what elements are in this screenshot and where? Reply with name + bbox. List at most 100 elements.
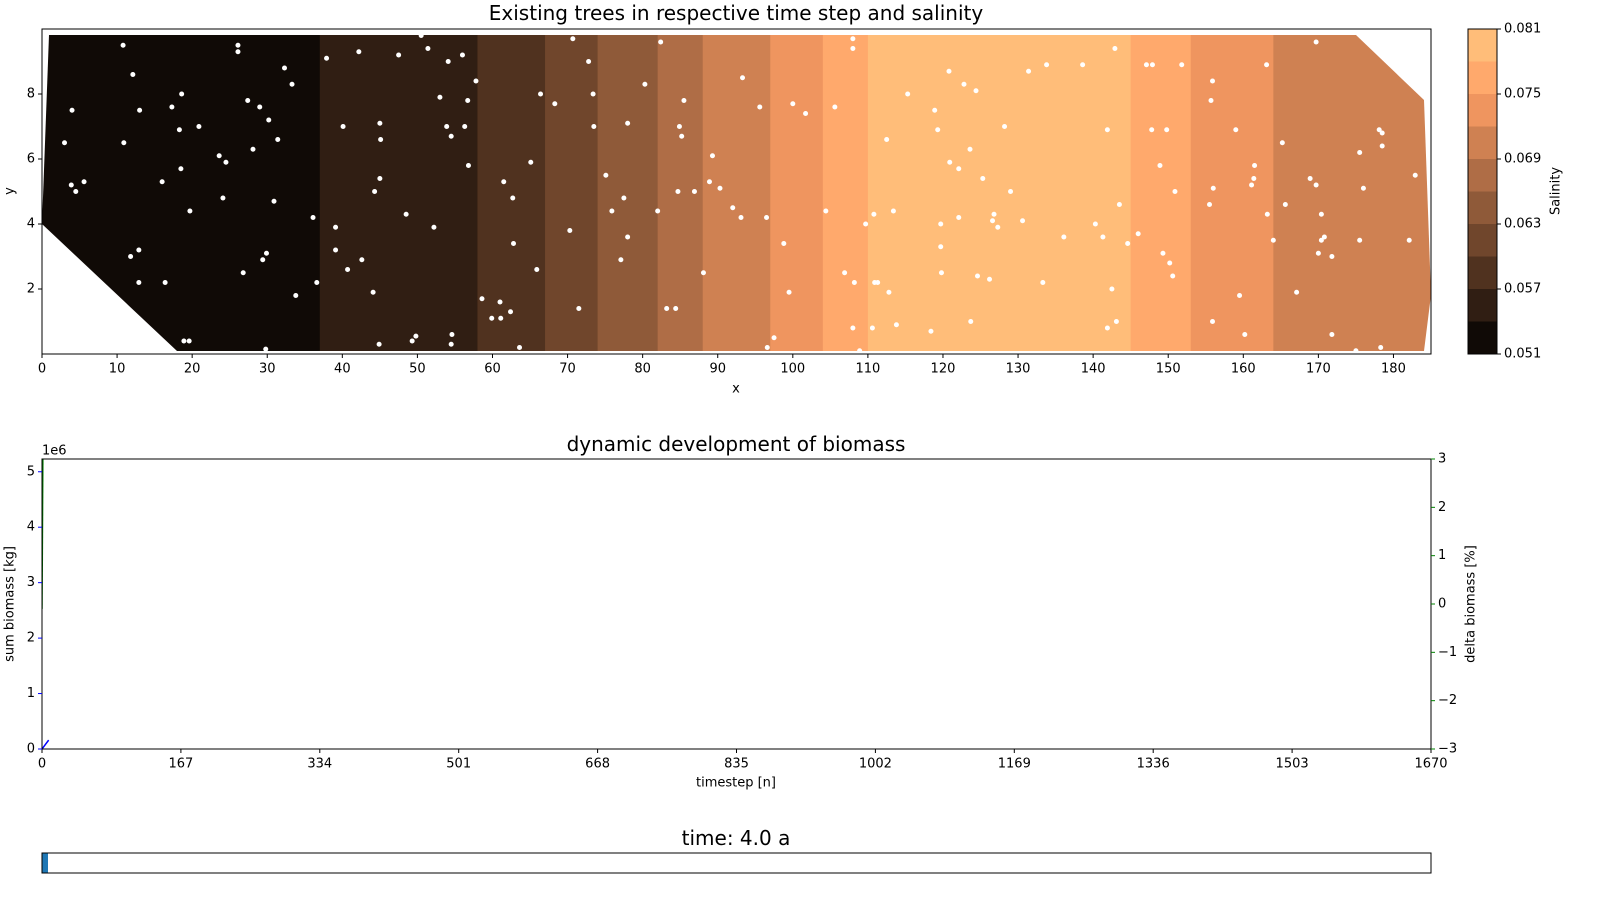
tree	[377, 176, 383, 181]
tree	[946, 68, 952, 74]
progress-fill	[42, 853, 49, 873]
tree	[403, 211, 409, 217]
tree	[625, 120, 631, 126]
tree	[511, 241, 517, 246]
tree	[1379, 143, 1385, 149]
tree	[370, 289, 376, 295]
x-tick-label: 120	[931, 362, 956, 377]
salinity-band	[770, 35, 824, 351]
tree	[1164, 127, 1170, 133]
tree	[162, 280, 168, 285]
tree	[186, 338, 192, 344]
x-tick-label: 90	[709, 362, 726, 377]
tree	[1321, 234, 1327, 240]
chart-title: Existing trees in respective time step a…	[489, 1, 984, 25]
tree	[1353, 348, 1359, 354]
tree	[1207, 202, 1213, 207]
y2-tick-label: −1	[1438, 645, 1457, 660]
tree	[1179, 62, 1185, 68]
axes-frame	[41, 28, 1432, 355]
tree	[1357, 150, 1363, 155]
tree	[857, 348, 863, 354]
y-axis-label: y	[3, 187, 18, 195]
salinity-band	[1190, 35, 1274, 351]
tree	[1074, 29, 1080, 35]
tree	[425, 46, 431, 51]
tree	[240, 270, 246, 276]
tree	[938, 244, 944, 250]
tree	[1044, 62, 1050, 68]
tree	[764, 345, 770, 350]
tree	[1242, 332, 1248, 337]
tree	[137, 107, 143, 113]
tree	[893, 322, 899, 328]
tree	[220, 195, 226, 201]
tree	[1061, 234, 1067, 240]
tree	[1026, 68, 1032, 74]
tree	[884, 137, 890, 142]
tree	[823, 208, 829, 214]
tree	[961, 81, 967, 87]
tree	[1210, 185, 1216, 191]
tree	[508, 309, 514, 315]
y2-axis-label: delta biomass [%]	[1464, 545, 1479, 663]
tree	[740, 75, 746, 81]
tree	[681, 98, 687, 103]
x-tick-label: 30	[259, 362, 276, 377]
tree	[1406, 237, 1412, 243]
tree	[169, 104, 175, 110]
tree	[376, 341, 382, 347]
tree	[1149, 127, 1155, 133]
tree	[62, 140, 68, 146]
tree	[764, 215, 770, 220]
tree	[359, 257, 365, 263]
tree	[448, 341, 454, 347]
tree	[570, 36, 576, 42]
salinity-band	[319, 35, 478, 351]
x-tick-label: 180	[1381, 362, 1406, 377]
tree	[333, 247, 339, 253]
x-tick-label: 1670	[1414, 757, 1447, 772]
tree	[803, 111, 809, 116]
tree	[1307, 176, 1313, 181]
tree	[1143, 62, 1149, 68]
tree	[1149, 62, 1155, 68]
tree	[445, 59, 451, 64]
tree	[995, 224, 1001, 230]
tree	[706, 179, 712, 185]
tree	[324, 55, 330, 61]
tree	[187, 208, 193, 214]
tree	[1002, 124, 1008, 129]
tree	[473, 78, 479, 84]
x-tick-label: 835	[724, 757, 749, 772]
tree	[448, 133, 454, 139]
tree	[850, 325, 856, 331]
tree	[1279, 140, 1285, 146]
tree	[479, 296, 485, 302]
tree	[235, 42, 241, 48]
tree	[609, 208, 615, 214]
tree	[310, 215, 316, 220]
tree	[538, 91, 544, 97]
tree	[1210, 78, 1216, 84]
x-tick-label: 167	[168, 757, 193, 772]
tree	[591, 124, 597, 129]
tree	[377, 120, 383, 126]
colorbar-segment	[1468, 61, 1497, 94]
tree	[178, 166, 184, 172]
x-tick-label: 50	[409, 362, 426, 377]
data-line	[42, 739, 50, 749]
salinity-band	[1130, 35, 1192, 351]
tree	[1008, 189, 1014, 194]
tree	[552, 101, 558, 107]
tree	[679, 133, 685, 139]
colorbar-segment	[1468, 256, 1497, 289]
tree	[250, 146, 256, 152]
tree	[68, 182, 74, 188]
tree	[938, 221, 944, 227]
y2-tick-label: −3	[1438, 742, 1457, 757]
x-tick-label: 100	[780, 362, 805, 377]
x-tick-label: 150	[1156, 362, 1181, 377]
tree	[223, 159, 229, 165]
tree	[444, 124, 450, 129]
